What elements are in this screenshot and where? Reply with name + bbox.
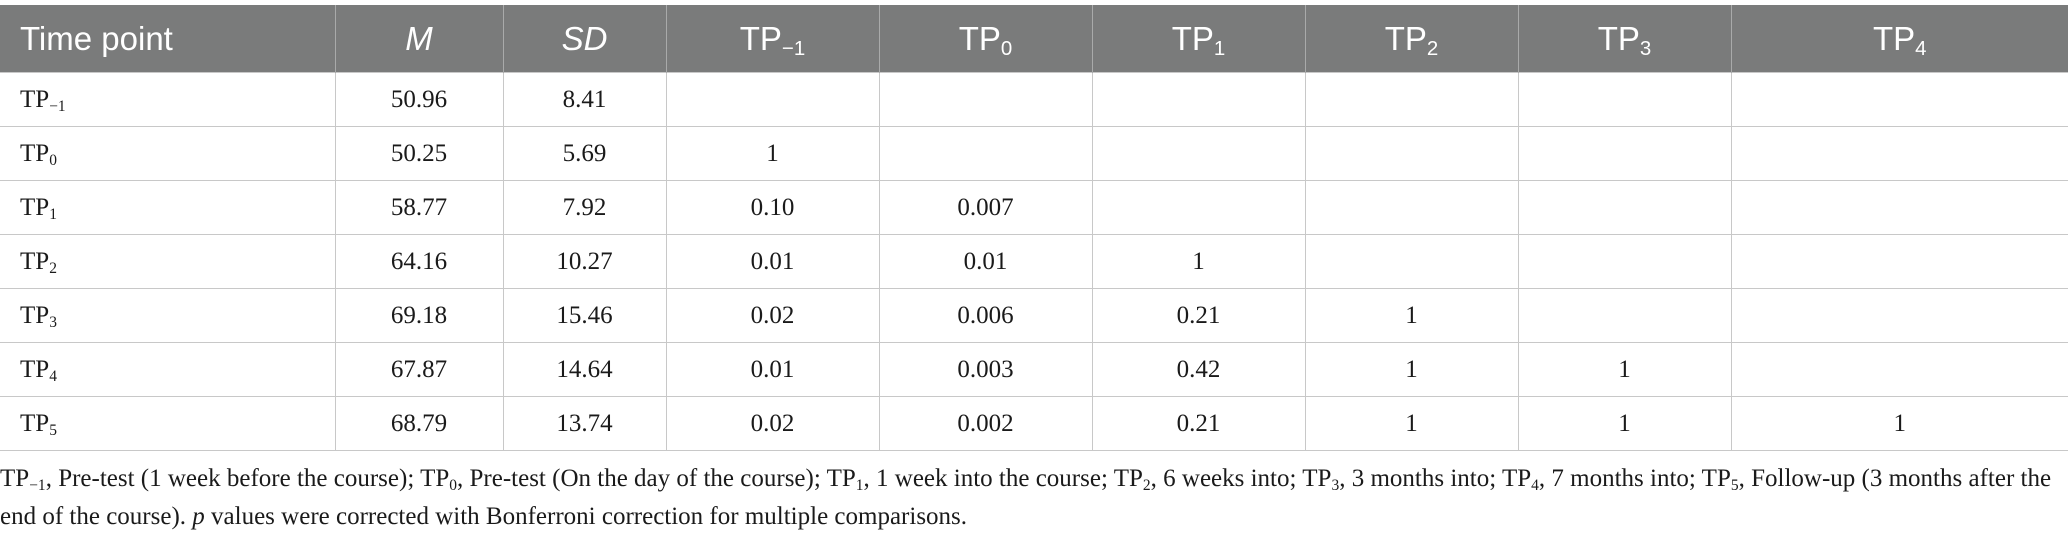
table-cell [1091, 72, 1305, 127]
table-cell: 1 [1304, 342, 1518, 397]
table-cell [1091, 126, 1305, 181]
table-row: TP3 69.18 15.46 0.02 0.006 0.21 1 [0, 288, 2068, 343]
table-row: TP−1 50.96 8.41 [0, 72, 2068, 127]
table-cell: 0.21 [1091, 288, 1305, 343]
column-header: TP2 [1304, 5, 1518, 73]
table-body: TP−1 50.96 8.41 TP0 50.25 5.69 1 TP1 58.77 7.92 0.… [0, 72, 2068, 451]
table-cell [1730, 342, 2068, 397]
row-label: TP2 [0, 234, 335, 289]
row-label: TP4 [0, 342, 335, 397]
table-cell [1304, 180, 1518, 235]
table-cell: 14.64 [502, 342, 666, 397]
row-label: TP1 [0, 180, 335, 235]
column-header: TP0 [878, 5, 1092, 73]
column-header: SD [502, 5, 666, 73]
table-cell: 15.46 [502, 288, 666, 343]
column-header: Time point [0, 5, 335, 73]
table-cell: 64.16 [334, 234, 503, 289]
table-cell: 69.18 [334, 288, 503, 343]
column-header: TP−1 [665, 5, 879, 73]
table-cell: 5.69 [502, 126, 666, 181]
table-cell: 0.007 [878, 180, 1092, 235]
table-cell: 1 [1517, 396, 1731, 451]
table-cell: 1 [1730, 396, 2068, 451]
table-cell: 50.96 [334, 72, 503, 127]
table-cell [665, 72, 879, 127]
column-header: TP1 [1091, 5, 1305, 73]
table-cell: 1 [1304, 396, 1518, 451]
table-cell: 0.02 [665, 396, 879, 451]
table-row: TP0 50.25 5.69 1 [0, 126, 2068, 181]
table-cell: 0.01 [878, 234, 1092, 289]
table-row: TP5 68.79 13.74 0.02 0.002 0.21 1 1 1 [0, 396, 2068, 451]
table-cell: 8.41 [502, 72, 666, 127]
table-cell [1730, 126, 2068, 181]
table-cell [1730, 288, 2068, 343]
table-footnote: TP−1, Pre-test (1 week before the course… [0, 465, 2052, 530]
table-cell: 13.74 [502, 396, 666, 451]
table-cell [1730, 234, 2068, 289]
row-label: TP3 [0, 288, 335, 343]
column-header: TP3 [1517, 5, 1731, 73]
table-row: TP2 64.16 10.27 0.01 0.01 1 [0, 234, 2068, 289]
table-cell: 1 [1091, 234, 1305, 289]
row-label: TP−1 [0, 72, 335, 127]
table-cell: 1 [665, 126, 879, 181]
table-cell [1517, 126, 1731, 181]
table-cell: 68.79 [334, 396, 503, 451]
table-cell [1304, 72, 1518, 127]
column-header: M [334, 5, 503, 73]
table-cell: 0.01 [665, 342, 879, 397]
table-cell: 0.10 [665, 180, 879, 235]
table-cell [1517, 288, 1731, 343]
table-cell [878, 72, 1092, 127]
row-label: TP5 [0, 396, 335, 451]
table-cell [1730, 72, 2068, 127]
table-cell: 0.01 [665, 234, 879, 289]
table-cell [1517, 180, 1731, 235]
table-cell [1091, 180, 1305, 235]
table-cell: 50.25 [334, 126, 503, 181]
table-row: TP4 67.87 14.64 0.01 0.003 0.42 1 1 [0, 342, 2068, 397]
row-label: TP0 [0, 126, 335, 181]
table-cell [878, 126, 1092, 181]
correlation-table: Time point M SD TP−1 TP0 TP1 TP2 TP3 TP4 TP−1 50.… [0, 5, 2068, 451]
table-cell: 67.87 [334, 342, 503, 397]
table-cell: 0.21 [1091, 396, 1305, 451]
table-cell: 0.42 [1091, 342, 1305, 397]
table-cell: 0.02 [665, 288, 879, 343]
table-cell [1304, 234, 1518, 289]
table-row: TP1 58.77 7.92 0.10 0.007 [0, 180, 2068, 235]
table-cell: 0.003 [878, 342, 1092, 397]
table-cell: 1 [1304, 288, 1518, 343]
table-cell [1517, 234, 1731, 289]
table-header-row: Time point M SD TP−1 TP0 TP1 TP2 TP3 TP4 [0, 5, 2068, 73]
table-cell [1730, 180, 2068, 235]
column-header: TP4 [1730, 5, 2068, 73]
table-cell: 58.77 [334, 180, 503, 235]
table-cell: 10.27 [502, 234, 666, 289]
table-cell: 7.92 [502, 180, 666, 235]
table-cell [1517, 72, 1731, 127]
table-cell: 0.006 [878, 288, 1092, 343]
table-cell [1304, 126, 1518, 181]
table-cell: 0.002 [878, 396, 1092, 451]
table-cell: 1 [1517, 342, 1731, 397]
